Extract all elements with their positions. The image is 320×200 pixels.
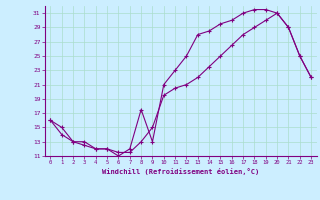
X-axis label: Windchill (Refroidissement éolien,°C): Windchill (Refroidissement éolien,°C) xyxy=(102,168,260,175)
